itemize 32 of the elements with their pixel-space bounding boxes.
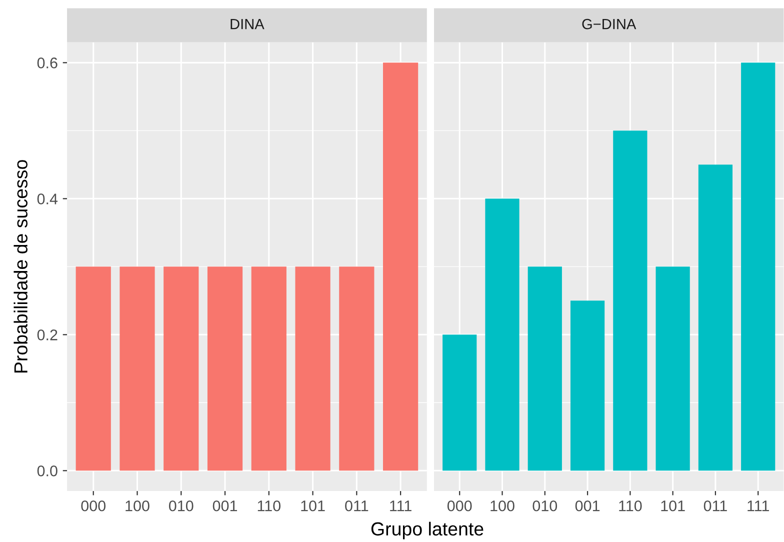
bar [570, 300, 605, 471]
x-tick-label: 010 [532, 500, 558, 512]
y-tick-label: 0.0 [37, 466, 58, 476]
x-tick-label: 100 [126, 500, 150, 512]
x-axis-title: Grupo latente [371, 522, 484, 540]
x-tick-label: 001 [575, 500, 600, 512]
x-tick-label: 101 [661, 500, 685, 512]
bar [698, 164, 733, 471]
y-tick-label: 0.6 [37, 58, 58, 68]
chart-title: DINA [230, 19, 264, 30]
bar [656, 266, 690, 471]
x-tick-label: 111 [390, 500, 412, 512]
x-tick-label: 111 [748, 500, 769, 512]
x-tick-label: 000 [447, 500, 472, 512]
x-tick-label: 011 [345, 500, 368, 512]
x-tick-label: 001 [212, 500, 238, 512]
x-tick-label: 110 [258, 500, 280, 512]
bar [613, 130, 648, 471]
bar [442, 334, 477, 471]
bar [528, 266, 562, 471]
x-tick-label: 000 [81, 500, 106, 512]
bar [485, 198, 520, 471]
chart-title: G−DINA [582, 18, 636, 30]
x-tick-label: 010 [168, 500, 194, 512]
x-tick-label: 011 [704, 500, 727, 512]
x-tick-label: 101 [301, 500, 325, 512]
y-tick-label: 0.4 [37, 194, 58, 204]
y-tick-label: 0.2 [37, 330, 58, 340]
x-tick-label: 110 [619, 500, 642, 512]
y-axis-title: Probabilidade de sucesso [14, 160, 28, 372]
bar [741, 62, 776, 471]
x-tick-label: 100 [490, 500, 514, 512]
